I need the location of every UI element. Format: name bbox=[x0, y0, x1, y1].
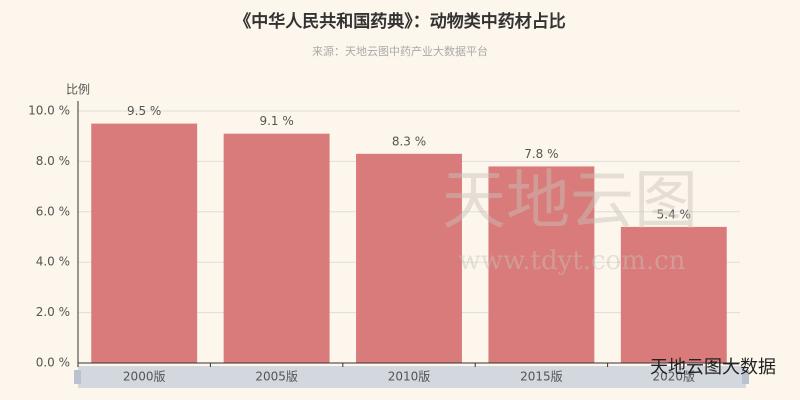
x-tick-label: 2020版 bbox=[653, 370, 696, 384]
watermark: www.tdyt.com.cn bbox=[459, 246, 686, 276]
x-tick-label: 2000版 bbox=[123, 370, 166, 384]
x-tick-label: 2010版 bbox=[388, 370, 431, 384]
bar bbox=[488, 166, 595, 363]
value-label: 8.3 % bbox=[392, 134, 426, 148]
y-tick-label: 6.0 % bbox=[36, 204, 70, 218]
chart-title: 《中华人民共和国药典》：动物类中药材占比 bbox=[234, 11, 566, 32]
y-tick-label: 8.0 % bbox=[36, 154, 70, 168]
x-tick-label: 2005版 bbox=[255, 370, 298, 384]
y-tick-label: 10.0 % bbox=[28, 104, 70, 118]
x-tick-label: 2015版 bbox=[520, 370, 563, 384]
bar bbox=[356, 153, 462, 363]
bar bbox=[620, 226, 727, 363]
zoom-handle-left[interactable] bbox=[74, 370, 81, 384]
bar bbox=[91, 123, 198, 363]
watermark: 天地云图 bbox=[442, 165, 698, 239]
value-label: 7.8 % bbox=[524, 147, 558, 161]
y-axis-label: 比例 bbox=[66, 83, 90, 97]
y-tick-label: 0.0 % bbox=[36, 356, 70, 370]
y-tick-label: 4.0 % bbox=[36, 255, 70, 269]
chart-subtitle: 来源：天地云图中药产业大数据平台 bbox=[312, 44, 488, 58]
zoom-slider[interactable] bbox=[78, 366, 746, 388]
value-label: 9.5 % bbox=[127, 104, 161, 118]
value-label: 5.4 % bbox=[657, 207, 691, 221]
bar bbox=[223, 133, 330, 363]
y-tick-label: 2.0 % bbox=[36, 305, 70, 319]
value-label: 9.1 % bbox=[259, 114, 293, 128]
badge: 天地云图大数据 bbox=[650, 357, 776, 378]
zoom-handle-right[interactable] bbox=[742, 370, 749, 384]
